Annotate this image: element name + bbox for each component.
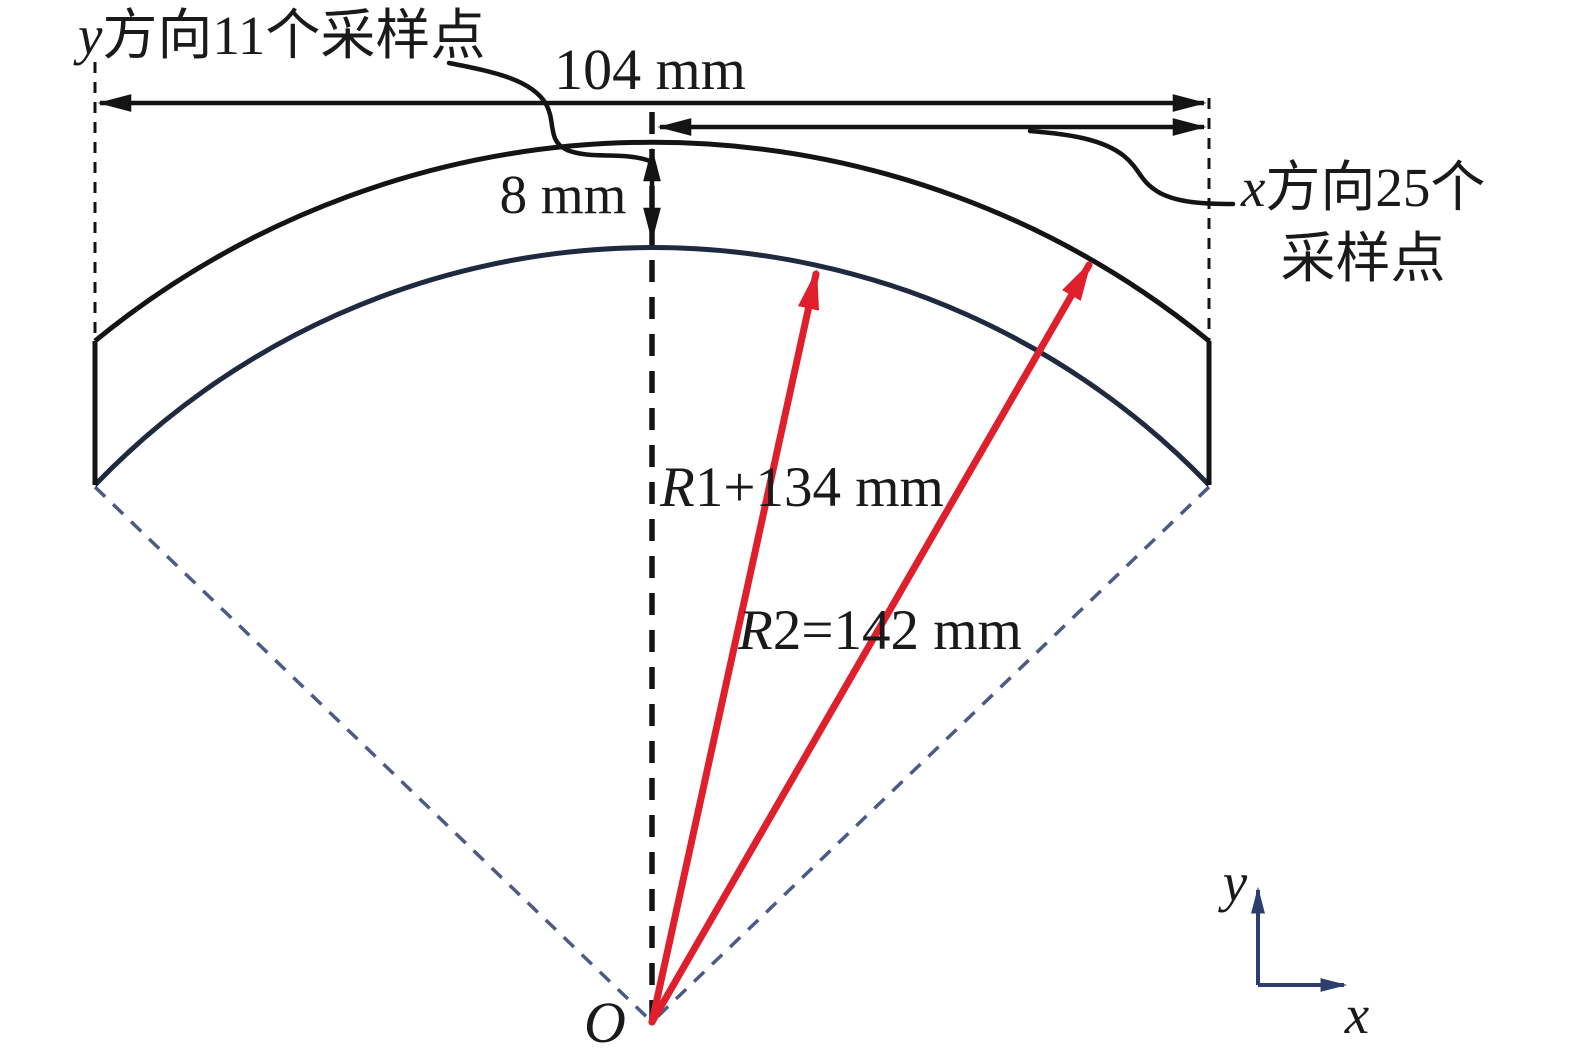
width-dimension-label: 104 mm [554, 37, 746, 102]
y-sampling-label-var: y [73, 5, 103, 66]
y-sampling-label: y方向11个采样点 [73, 5, 485, 66]
radius-r2-text: 2=142 mm [773, 599, 1022, 662]
sector-left-dashed-line [93, 485, 654, 1024]
x-label-leader-curve [1027, 128, 1236, 207]
radius-r2-arrow [648, 260, 1093, 1026]
y-label-leader-curve [446, 60, 653, 164]
x-axis-label: x [1344, 984, 1370, 1045]
y-axis-label: y [1218, 852, 1248, 913]
radius-r1-text: 1+134 mm [695, 456, 944, 519]
radius-r1-var: R [659, 456, 695, 519]
inner-arc [93, 245, 1211, 487]
radius-r2-var: R [737, 599, 773, 662]
x-sampling-label-line1: x方向25个 [1240, 157, 1485, 218]
y-sampling-label-text: 方向11个采样点 [102, 5, 485, 66]
thickness-dimension-label: 8 mm [500, 164, 627, 225]
sector-right-dashed-line [650, 485, 1211, 1024]
x-sampling-label-var: x [1240, 157, 1266, 218]
radius-r1-label: R1+134 mm [659, 456, 944, 519]
outer-arc [93, 139, 1211, 343]
origin-label: O [584, 990, 626, 1055]
x-sampling-label-text2: 采样点 [1280, 228, 1445, 289]
x-sampling-label-text1: 方向25个 [1265, 157, 1485, 218]
x-sampling-label-line2: 采样点 [1280, 228, 1445, 289]
radius-r2-label: R2=142 mm [737, 599, 1022, 662]
radius-r1-arrow [648, 269, 820, 1026]
